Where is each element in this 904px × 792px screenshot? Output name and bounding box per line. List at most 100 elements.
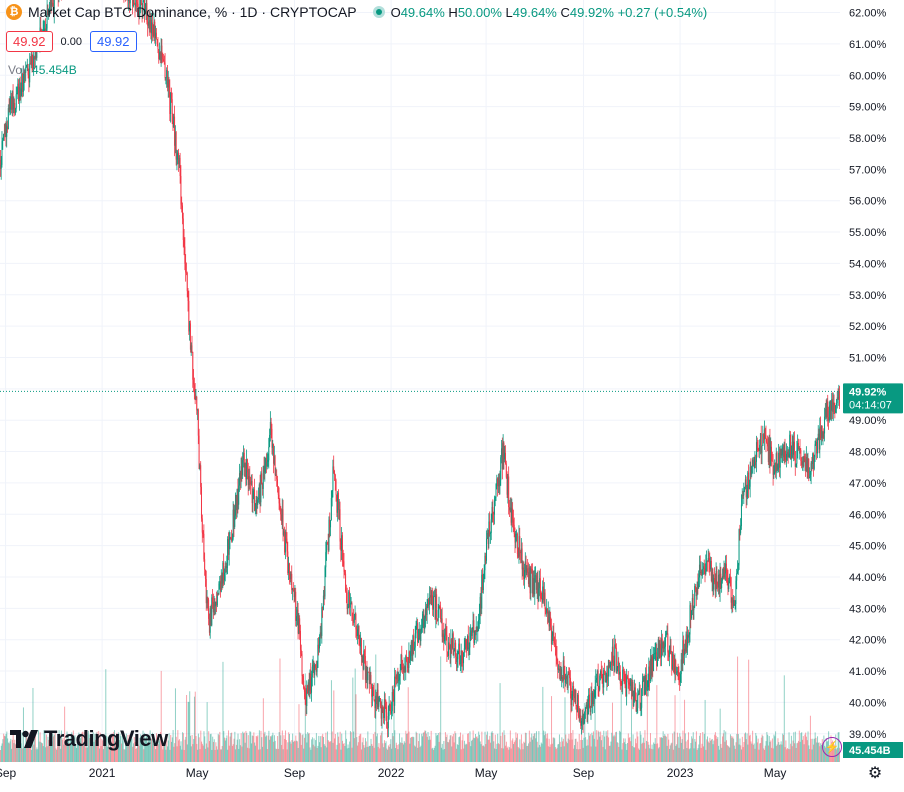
volume-bar [532,739,534,762]
candle-body [212,604,214,613]
candle-body [165,77,167,79]
volume-bar [710,739,712,762]
buy-button[interactable]: 49.92 [89,31,137,52]
candle-body [476,626,478,632]
volume-legend[interactable]: Vol 45.454B [8,63,77,77]
volume-bar [789,749,791,762]
volume-bar [494,748,496,762]
candle-body [269,434,271,448]
candle-body [531,569,533,594]
candle-body [691,610,693,619]
lightning-icon[interactable]: ⚡ [822,737,842,757]
candle-body [553,632,555,643]
volume-bar [362,737,364,762]
volume-bar [351,747,353,762]
candle-body [197,409,199,411]
candle-body [722,576,724,578]
candle-body [303,680,305,689]
volume-bar [364,747,366,762]
volume-bar [761,734,763,762]
candle-body [559,668,561,672]
volume-bar [35,749,37,762]
candle-body [21,73,23,89]
volume-bar [432,747,434,762]
volume-bar [591,732,593,762]
candle-body [638,693,640,695]
volume-bar [267,735,269,762]
candle-body [734,604,736,606]
volume-bar [78,732,80,762]
volume-bar [778,742,780,762]
volume-bar [257,735,259,762]
volume-bar [291,740,293,762]
volume-bar [193,696,195,762]
sell-button[interactable]: 49.92 [6,31,53,52]
candle-body [334,474,336,481]
candle-body [815,442,817,445]
candle-body [437,610,439,621]
candle-body [346,592,348,609]
volume-bar [703,746,705,762]
candle-body [577,694,579,716]
candle-body [507,476,509,495]
candle-body [753,465,755,467]
volume-bar [731,737,733,762]
volume-bar [341,733,343,762]
volume-bar [464,744,466,762]
volume-bar [307,732,309,762]
volume-bar [311,739,313,762]
volume-bar [687,732,689,762]
volume-bar [476,736,478,762]
volume-bar [429,739,431,762]
candle-body [356,629,358,636]
candle-body [252,491,254,504]
candle-body [587,706,589,715]
candle-body [487,533,489,545]
volume-bar [326,747,328,762]
volume-bar [300,744,302,762]
candle-body [406,661,408,666]
volume-bar [534,733,536,762]
volume-bar [442,749,444,762]
volume-bar [443,740,445,762]
candle-body [276,479,278,487]
volume-bar [533,733,535,762]
candle-body [751,466,753,475]
candle-body [665,634,667,637]
candle-body [10,96,12,108]
volume-bar [418,741,420,762]
volume-bar [332,742,334,762]
volume-bar [775,745,777,762]
candle-body [184,246,186,264]
candle-body [729,576,731,578]
gear-icon[interactable]: ⚙ [867,765,883,782]
volume-bar [26,734,28,762]
tradingview-logo[interactable]: TradingView [10,726,168,752]
volume-bar [88,734,90,762]
volume-bar [415,731,417,762]
candle-body [162,59,164,61]
volume-bar [805,732,807,762]
volume-bar [495,748,497,762]
volume-bar [506,747,508,762]
volume-bar [116,732,118,762]
volume-bar [162,749,164,762]
candle-body [138,14,140,17]
volume-bar [674,695,676,762]
open-value: 49.64% [400,4,445,20]
volume-bar [243,732,245,762]
volume-bar [216,749,218,762]
symbol-title[interactable]: Market Cap BTC Dominance, % · 1D · CRYPT… [28,4,357,20]
candle-body [676,671,678,673]
candle-body [352,615,354,620]
volume-bar [315,740,317,762]
candle-body [8,108,10,110]
volume-bar [72,730,74,762]
candle-body [610,662,612,666]
candle-body [316,667,318,672]
candle-body [797,442,799,451]
volume-bar [235,749,237,762]
volume-bar [297,747,299,762]
